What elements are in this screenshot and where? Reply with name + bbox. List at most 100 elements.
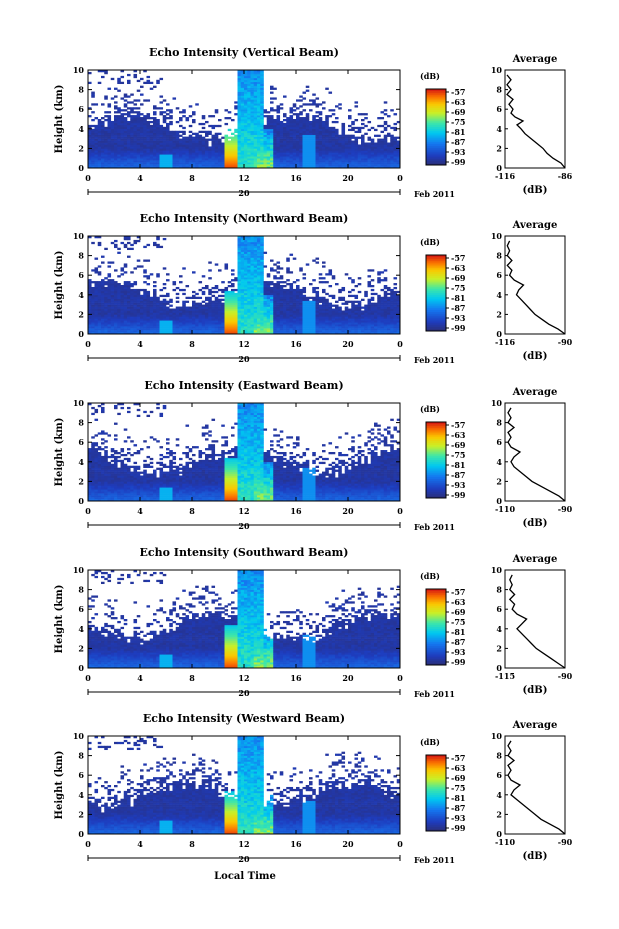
heatmap-cell xyxy=(205,326,209,328)
heatmap-cell xyxy=(306,328,310,330)
heatmap-cell xyxy=(283,289,287,291)
heatmap-cell xyxy=(166,154,170,156)
heatmap-cell xyxy=(225,263,229,265)
heatmap-cell xyxy=(215,111,219,113)
heatmap-cell xyxy=(280,133,284,135)
heatmap-cell xyxy=(169,139,173,141)
heatmap-cell xyxy=(394,143,398,145)
heatmap-cell xyxy=(114,139,118,141)
heatmap-cell xyxy=(117,314,121,316)
heatmap-cell xyxy=(108,301,112,303)
heatmap-cell xyxy=(358,310,362,312)
heatmap-cell xyxy=(319,318,323,320)
heatmap-cell xyxy=(182,156,186,158)
heatmap-cell xyxy=(130,309,134,311)
heatmap-cell xyxy=(283,141,287,143)
heatmap-cell xyxy=(270,303,274,305)
heatmap-cell xyxy=(121,328,125,330)
heatmap-cell xyxy=(338,160,342,162)
heatmap-cell xyxy=(332,131,336,133)
heatmap-cell xyxy=(299,158,303,160)
heatmap-cell xyxy=(127,162,131,164)
heatmap-cell xyxy=(169,322,173,324)
heatmap-cell xyxy=(296,148,300,150)
heatmap-cell xyxy=(280,318,284,320)
heatmap-cell xyxy=(169,121,173,123)
heatmap-cell xyxy=(111,301,115,303)
heatmap-cell xyxy=(381,143,385,145)
heatmap-cell xyxy=(117,154,121,156)
heatmap-cell xyxy=(114,135,118,137)
heatmap-cell xyxy=(98,144,102,146)
heatmap-cell xyxy=(114,309,118,311)
heatmap-cell xyxy=(192,328,196,330)
heatmap-cell xyxy=(195,326,199,328)
heatmap-cell xyxy=(306,113,310,115)
heatmap-cell xyxy=(163,322,167,324)
heatmap-cell xyxy=(137,127,141,129)
heatmap-cell xyxy=(182,316,186,318)
heatmap-cell xyxy=(238,244,242,246)
heatmap-cell xyxy=(296,316,300,318)
heatmap-cell xyxy=(95,267,99,269)
heatmap-cell xyxy=(332,322,336,324)
heatmap-cell xyxy=(98,326,102,328)
heatmap-cell xyxy=(104,283,108,285)
heatmap-cell xyxy=(244,261,248,263)
heatmap-cell xyxy=(338,164,342,166)
heatmap-cell xyxy=(160,309,164,311)
heatmap-cell xyxy=(238,242,242,244)
heatmap-cell xyxy=(101,316,105,318)
heatmap-cell xyxy=(127,127,131,129)
heatmap-cell xyxy=(238,309,242,311)
heatmap-cell xyxy=(166,330,170,332)
heatmap-cell xyxy=(143,152,147,154)
heatmap-cell xyxy=(306,143,310,145)
heatmap-cell xyxy=(150,162,154,164)
heatmap-cell xyxy=(260,307,264,309)
date-day: 20 xyxy=(238,188,250,198)
heatmap-cell xyxy=(309,314,313,316)
heatmap-cell xyxy=(134,158,138,160)
heatmap-cell xyxy=(117,316,121,318)
heatmap-cell xyxy=(231,144,235,146)
heatmap-cell xyxy=(332,328,336,330)
heatmap-cell xyxy=(264,318,268,320)
heatmap-cell xyxy=(111,309,115,311)
heatmap-cell xyxy=(329,139,333,141)
heatmap-cell xyxy=(286,162,290,164)
heatmap-cell xyxy=(303,160,307,162)
heatmap-cell xyxy=(208,160,212,162)
heatmap-cell xyxy=(114,324,118,326)
heatmap-cell xyxy=(150,82,154,84)
heatmap-cell xyxy=(264,164,268,166)
heatmap-cell xyxy=(303,287,307,289)
heatmap-cell xyxy=(316,258,320,260)
heatmap-cell xyxy=(361,316,365,318)
heatmap-cell xyxy=(221,150,225,152)
heatmap-cell xyxy=(127,293,131,295)
heatmap-cell xyxy=(390,135,394,137)
heatmap-cell xyxy=(303,121,307,123)
heatmap-cell xyxy=(241,322,245,324)
heatmap-cell xyxy=(254,252,258,254)
heatmap-cell xyxy=(130,125,134,127)
heatmap-cell xyxy=(234,305,238,307)
heatmap-cell xyxy=(368,316,372,318)
heatmap-cell xyxy=(205,133,209,135)
heatmap-cell xyxy=(338,289,342,291)
heatmap-cell xyxy=(160,146,164,148)
heatmap-cell xyxy=(322,312,326,314)
heatmap-cell xyxy=(299,131,303,133)
heatmap-cell xyxy=(384,148,388,150)
heatmap-cell xyxy=(218,146,222,148)
heatmap-cell xyxy=(192,318,196,320)
heatmap-cell xyxy=(137,80,141,82)
heatmap-cell xyxy=(221,326,225,328)
heatmap-cell xyxy=(247,275,251,277)
heatmap-cell xyxy=(309,164,313,166)
heatmap-cell xyxy=(153,285,157,287)
heatmap-cell xyxy=(247,328,251,330)
heatmap-cell xyxy=(111,129,115,131)
heatmap-cell xyxy=(368,307,372,309)
